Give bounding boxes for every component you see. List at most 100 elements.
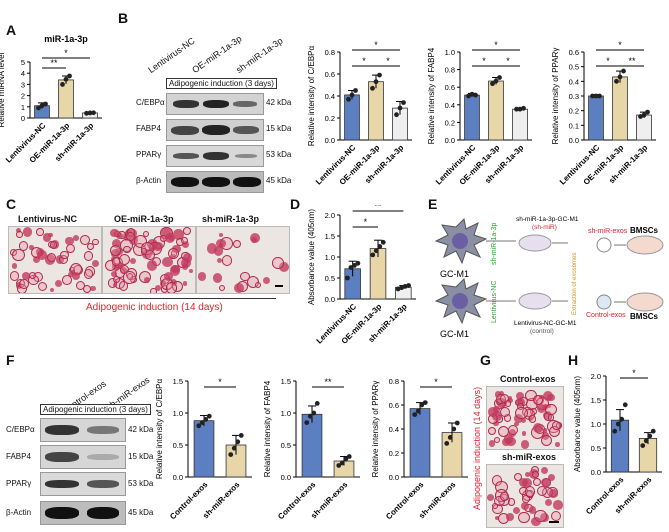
- f1-point-1-3: [238, 433, 244, 438]
- lipid-droplet: [83, 269, 94, 279]
- b2-ytick-label-4: 0.8: [445, 66, 455, 75]
- lipid-droplet: [491, 503, 499, 510]
- b2-ytick-label-0: 0.0: [445, 136, 455, 145]
- h-ytick-label-4: 2.0: [591, 372, 601, 381]
- e-bot-sub: (control): [530, 328, 554, 335]
- lipid-droplet: [68, 271, 74, 278]
- lipid-droplet: [171, 264, 180, 273]
- blot-b-row-fabp4: FABP4: [136, 124, 161, 133]
- a-point-0-0: [36, 105, 41, 111]
- b1-xtick-label-0: Lentivirus-NC: [314, 143, 358, 187]
- lipid-droplet: [165, 282, 178, 293]
- c-caption-line: [20, 298, 276, 299]
- blot-f-row-fabp4: FABP4: [6, 452, 31, 461]
- f2-ytick-label-2: 1.0: [281, 409, 291, 418]
- lipid-droplet: [529, 506, 537, 514]
- f3-point-0-3: [422, 400, 428, 405]
- panel-label-e: E: [428, 196, 438, 212]
- f2-ytick-label-0: 0.0: [281, 473, 291, 482]
- blot-b-row-cebpa: C/EBPα: [136, 98, 165, 107]
- lipid-droplet: [47, 252, 57, 262]
- e-target-bot: BMSCs: [630, 312, 659, 321]
- lipid-droplet: [182, 253, 192, 263]
- a-point-2-1: [87, 110, 93, 116]
- f1-sig-mark-0: *: [218, 377, 222, 387]
- f2-point-0-2: [311, 410, 317, 416]
- lipid-droplet: [122, 270, 136, 284]
- lipid-droplet: [82, 285, 91, 293]
- lipid-droplet: [513, 506, 521, 514]
- b3-sig-mark-2: *: [618, 40, 622, 50]
- a-ytick-label-4: 4: [21, 69, 25, 78]
- lipid-droplet: [180, 237, 188, 245]
- lipid-droplet: [487, 426, 497, 436]
- f2-ytick-label-3: 1.5: [281, 377, 291, 386]
- d-point-1-3: [380, 239, 386, 245]
- lipid-droplet: [181, 240, 189, 248]
- chart-f-ppar: Relative intensity of PPARγ 0.0 0.2 0.4 0.6 0…: [371, 377, 468, 521]
- lipid-droplet: [73, 234, 79, 241]
- lipid-droplet: [545, 403, 557, 416]
- b1-bar-0: [344, 94, 360, 141]
- lipid-droplet: [537, 486, 548, 497]
- f2-point-1-3: [346, 454, 352, 459]
- blot-f-kda-ppar: 53 kDa: [128, 479, 154, 488]
- lipid-droplet: [553, 500, 563, 510]
- micrograph-g-shmir: [486, 464, 564, 528]
- lipid-droplet: [513, 472, 523, 482]
- lipid-droplet: [539, 394, 544, 400]
- lipid-droplet: [219, 284, 226, 291]
- f3-bar-0: [409, 408, 431, 478]
- b2-ytick-label-3: 0.6: [445, 83, 455, 92]
- h-point-1-2: [647, 433, 653, 439]
- lipid-droplet: [493, 421, 499, 427]
- dish-top: [518, 234, 552, 252]
- lipid-droplet: [36, 228, 44, 236]
- h-ytick-label-2: 1.0: [591, 420, 601, 429]
- a-sig-mark-1: *: [64, 48, 68, 58]
- h-point-0-1: [615, 421, 621, 427]
- a-point-0-2: [43, 101, 48, 107]
- micrograph-g-control: [486, 386, 564, 450]
- a-point-2-2: [91, 110, 96, 116]
- lipid-droplet: [544, 498, 552, 506]
- lipid-droplet: [507, 424, 519, 436]
- lipid-droplet: [37, 250, 48, 261]
- lipid-droplet: [11, 263, 17, 269]
- lipid-droplet: [42, 233, 52, 242]
- b2-point-1-2: [497, 75, 502, 80]
- lipid-droplet: [521, 478, 533, 489]
- b2-sig-mark-1: *: [506, 56, 510, 66]
- b1-sig-mark-1: *: [386, 56, 390, 66]
- macrophage-bottom: [434, 277, 488, 325]
- a-point-1-2: [67, 73, 72, 79]
- b3-point-1-0: [614, 78, 619, 84]
- b3-point-1-1: [617, 74, 623, 80]
- lipid-droplet: [71, 271, 81, 281]
- b1-point-1-1: [373, 79, 379, 85]
- lipid-droplet: [234, 283, 245, 293]
- lipid-droplet: [146, 260, 158, 271]
- micrograph-c-oe: [102, 226, 196, 294]
- lipid-droplet: [213, 246, 224, 256]
- micrograph-c-nc: [8, 226, 102, 294]
- lipid-droplet: [498, 391, 504, 397]
- e-cell-bot-label: GC-M1: [440, 329, 469, 339]
- h-ytick-label-3: 1.5: [591, 396, 601, 405]
- dish-bmsc-bottom: [626, 292, 664, 312]
- lipid-droplet: [540, 435, 552, 447]
- h-point-0-3: [622, 402, 628, 408]
- b2-bar-1: [488, 80, 504, 141]
- f1-ytick-label-2: 1.0: [173, 409, 183, 418]
- b1-point-0-2: [353, 88, 358, 93]
- h-point-1-1: [643, 438, 649, 444]
- lipid-droplet: [91, 259, 99, 267]
- f2-point-1-2: [343, 456, 349, 462]
- f3-point-0-1: [415, 408, 421, 414]
- b2-bar-2: [512, 108, 528, 141]
- lipid-droplet: [521, 431, 526, 436]
- lipid-droplet: [163, 272, 173, 282]
- lipid-droplet: [541, 466, 549, 474]
- f1-point-1-1: [231, 445, 237, 451]
- f3-sig-mark-0: *: [434, 377, 438, 387]
